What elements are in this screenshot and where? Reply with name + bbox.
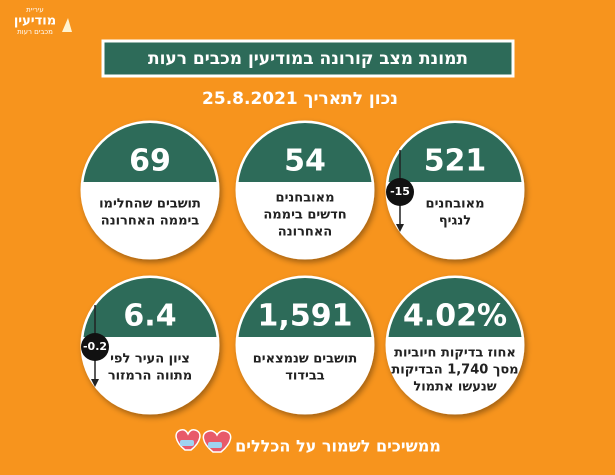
card-label: חדשים ביממה — [263, 208, 346, 223]
card-value: 4.02% — [403, 299, 507, 334]
stat-card: 6.4 ציון העיר לפי מתווה הרמזור -0.2 — [80, 275, 220, 415]
stat-card: 54 מאובחנים חדשים ביממה האחרונה — [235, 120, 375, 260]
card-value: 521 — [424, 144, 487, 179]
logo-line: מכבים רעות — [17, 28, 53, 36]
card-value: 1,591 — [258, 299, 353, 334]
badge-text: -0.2 — [83, 340, 107, 353]
card-label: מסך 1,740 הבדיקות — [391, 363, 518, 378]
badge — [386, 178, 414, 206]
logo-icon — [62, 8, 72, 32]
card-label: מאובחנים — [276, 191, 335, 206]
card-label: האחרונה — [278, 225, 332, 240]
stat-card: 69 תושבים שהחלימו ביממה האחרונה — [80, 120, 220, 260]
subtitle: נכון לתאריך 25.8.2021 — [202, 89, 398, 109]
title: תמונת מצב קורונה במודיעין מכבים רעות — [148, 49, 468, 69]
card-value: 6.4 — [123, 299, 176, 334]
card-label: ביממה האחרונה — [101, 214, 200, 229]
badge — [81, 333, 109, 361]
card-label: מתווה הרמזור — [108, 369, 192, 384]
title-box — [101, 39, 515, 78]
card-label: תושבים שהחלימו — [99, 197, 201, 212]
card-label: תושבים שנמצאים — [253, 352, 358, 367]
logo-line: עיריית — [26, 6, 44, 14]
card-value: 69 — [129, 144, 171, 179]
badge-arrowhead — [91, 379, 99, 387]
stat-card: 1,591 תושבים שנמצאים בבידוד — [235, 275, 375, 415]
card-label: בבידוד — [285, 369, 325, 384]
card-label: ציון העיר לפי — [110, 352, 190, 367]
badge-arrowhead — [396, 224, 404, 232]
card-value: 54 — [284, 144, 326, 179]
badge-text: -15 — [390, 185, 410, 198]
logo: עיריית מודיעין מכבים רעות — [14, 6, 72, 36]
logo-line: מודיעין — [14, 14, 56, 29]
card-label: אחוז בדיקות חיוביות — [394, 346, 516, 361]
card-label: לנגיף — [439, 214, 471, 229]
stat-card: 4.02% אחוז בדיקות חיוביות מסך 1,740 הבדיקו… — [385, 275, 525, 415]
footer-text: ממשיכים לשמור על הכללים — [235, 437, 441, 456]
card-label: שנעשו אתמול — [413, 380, 496, 395]
card-label: מאובחנים — [426, 197, 485, 212]
stat-card: 521 מאובחנים לנגיף -15 — [385, 120, 525, 260]
hearts — [175, 429, 232, 453]
